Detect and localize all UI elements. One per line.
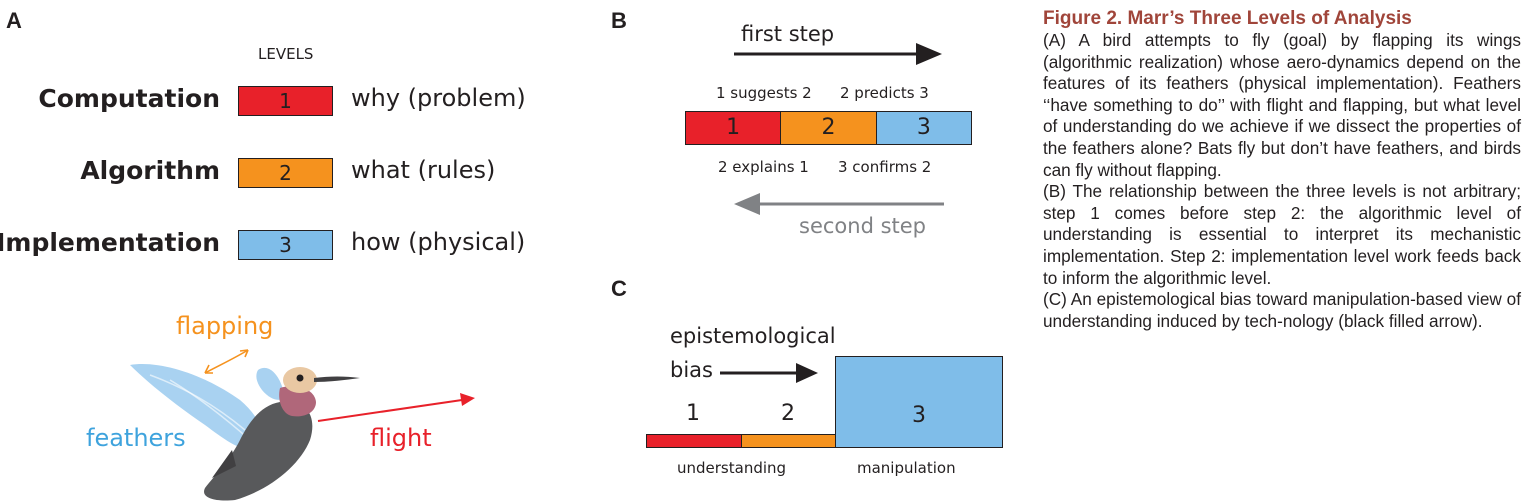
bird-throat xyxy=(279,385,316,417)
understanding-bar-red xyxy=(647,435,742,447)
confirms-label: 3 confirms 2 xyxy=(838,158,932,176)
caption-part-b: (B) The relationship between the three l… xyxy=(1043,181,1521,288)
second-step-arrow xyxy=(734,193,944,215)
bird-body xyxy=(204,401,313,501)
level-name-algorithm: Algorithm xyxy=(80,156,220,185)
c-number-1: 1 xyxy=(686,401,700,426)
level-bar-b: 1 2 3 xyxy=(685,111,972,145)
panel-b-label: B xyxy=(611,8,627,33)
first-step-arrow xyxy=(734,43,942,65)
predicts-label: 2 predicts 3 xyxy=(840,84,929,102)
bar-b-box-2: 2 xyxy=(781,112,877,144)
front-wing xyxy=(256,367,285,400)
understanding-label: understanding xyxy=(677,459,787,477)
level-box-3: 3 xyxy=(238,230,333,260)
panel-a-label: A xyxy=(6,8,22,33)
hummingbird-illustration xyxy=(130,349,475,501)
explains-label: 2 explains 1 xyxy=(718,158,809,176)
back-wing xyxy=(130,364,264,451)
manipulation-box: 3 xyxy=(835,356,1003,448)
bias-label-line1: epistemological xyxy=(670,324,836,348)
caption-part-a: (A) A bird attempts to fly (goal) by fla… xyxy=(1043,30,1521,180)
levels-header: LEVELS xyxy=(258,45,314,63)
bar-b-box-1: 1 xyxy=(686,112,782,144)
level-desc-computation: why (problem) xyxy=(351,84,526,112)
flight-label: flight xyxy=(370,424,432,452)
understanding-bar xyxy=(646,434,836,448)
understanding-bar-orange xyxy=(741,435,835,447)
flapping-label: flapping xyxy=(176,312,274,340)
level-desc-implementation: how (physical) xyxy=(351,228,526,256)
bias-arrow xyxy=(720,363,818,383)
caption-title: Figure 2. Marr’s Three Levels of Analysi… xyxy=(1043,8,1412,29)
panel-c-label: C xyxy=(611,276,627,301)
bar-b-box-3: 3 xyxy=(876,112,971,144)
c-number-2: 2 xyxy=(781,401,795,426)
suggests-label: 1 suggests 2 xyxy=(716,84,812,102)
level-box-2: 2 xyxy=(238,158,333,188)
level-name-computation: Computation xyxy=(38,84,220,113)
level-desc-algorithm: what (rules) xyxy=(351,156,496,184)
level-box-1: 1 xyxy=(238,86,333,116)
first-step-label: first step xyxy=(741,22,835,46)
manipulation-label: manipulation xyxy=(857,459,956,477)
level-name-implementation: Implementation xyxy=(0,228,220,257)
caption-part-c: (C) An epistemological bias toward manip… xyxy=(1043,289,1521,331)
bird-eye xyxy=(296,374,304,382)
second-step-label: second step xyxy=(799,214,926,238)
bias-label-line2: bias xyxy=(670,358,713,382)
bird-beak xyxy=(314,376,360,382)
figure-caption: Figure 2. Marr’s Three Levels of Analysi… xyxy=(1043,8,1521,332)
feathers-label: feathers xyxy=(86,424,186,452)
